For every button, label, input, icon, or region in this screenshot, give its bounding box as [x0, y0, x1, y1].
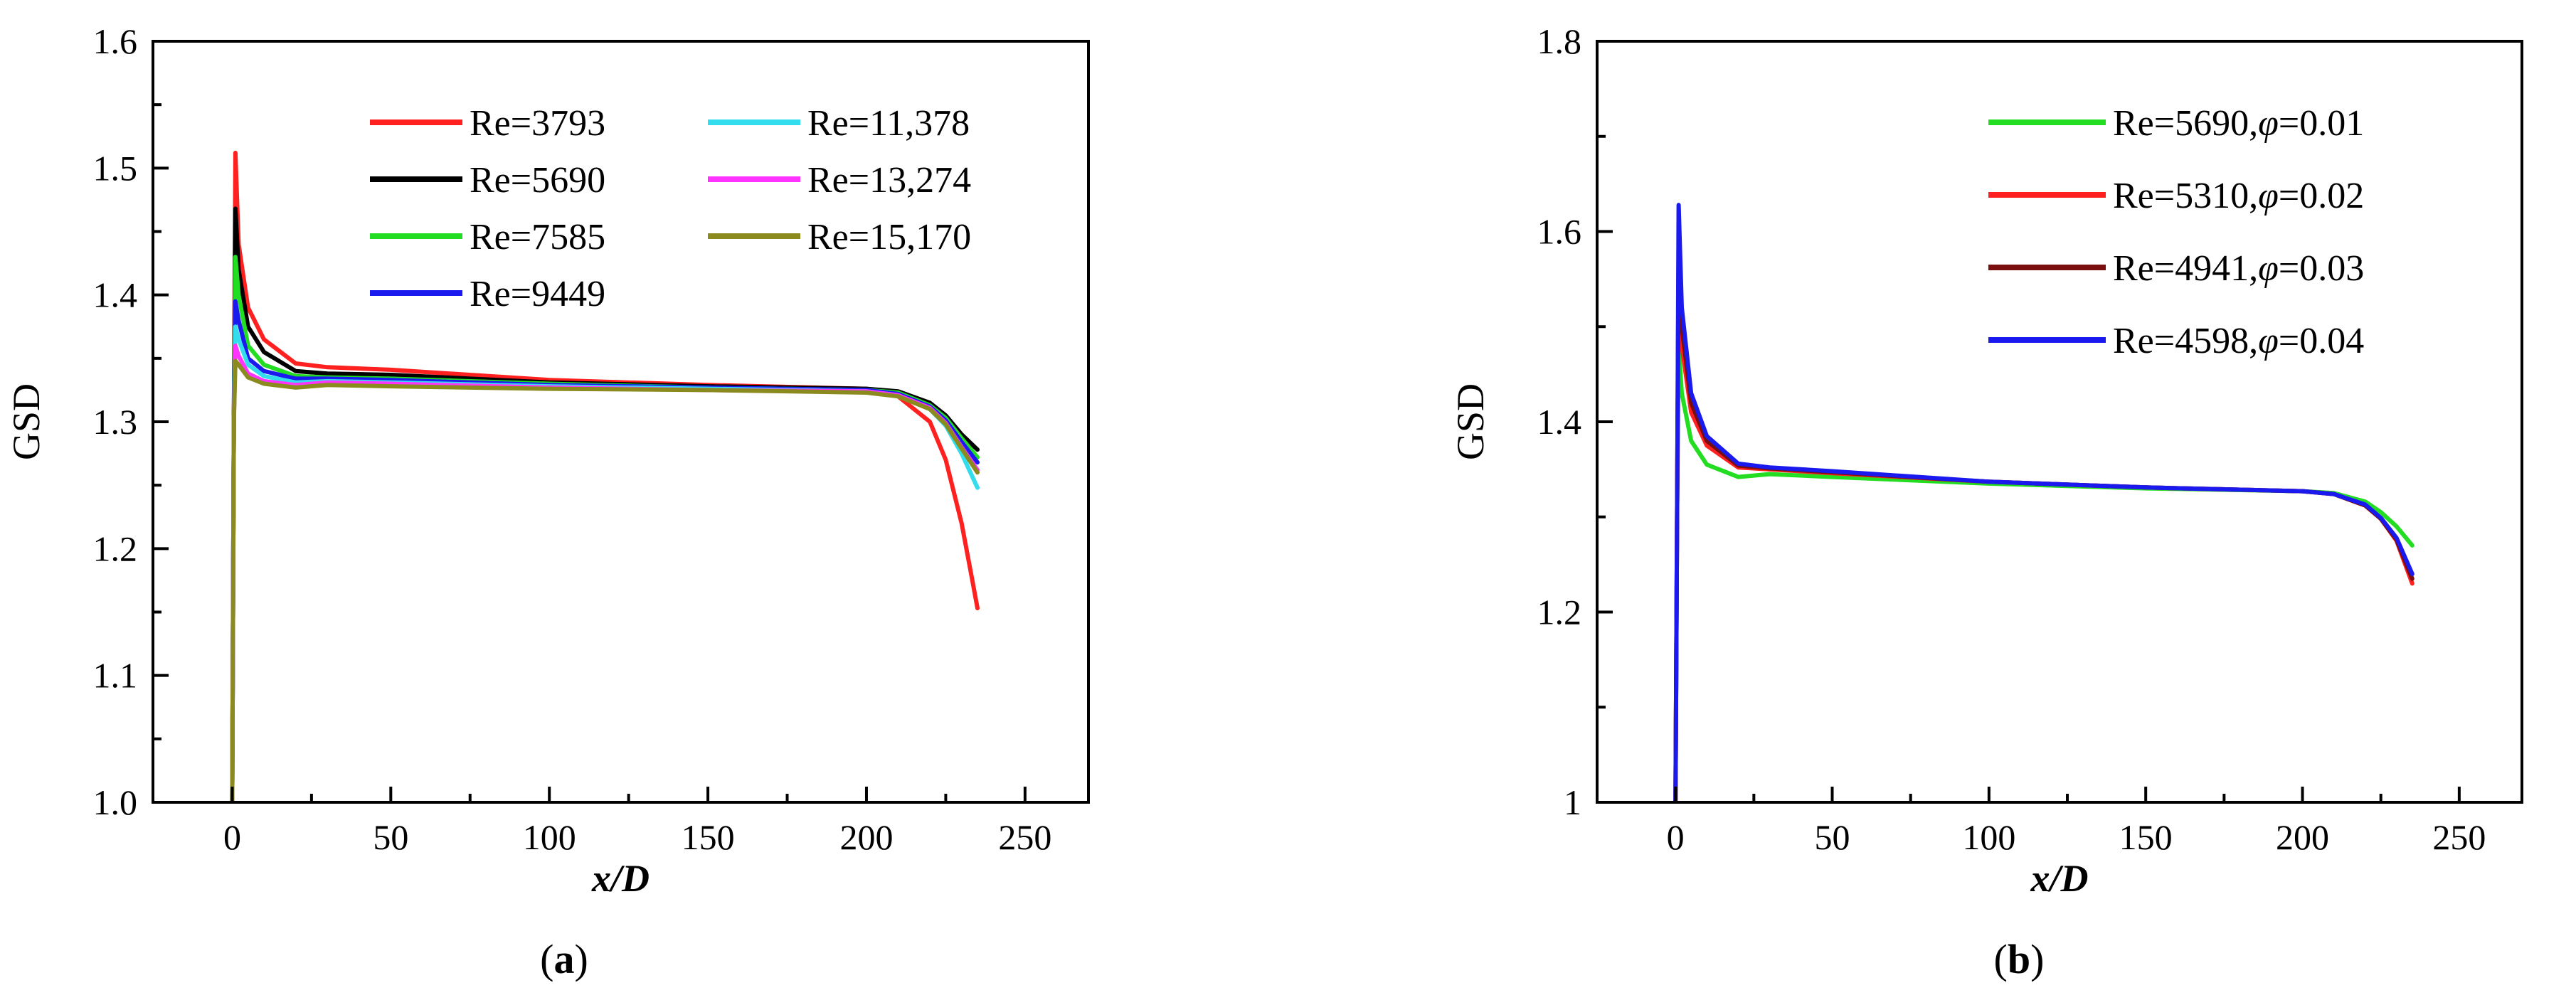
legend-label-a-5: Re=13,274 — [807, 160, 971, 201]
x-tick-label: 150 — [2119, 817, 2173, 857]
legend-b: Re=5690,φ=0.01 Re=5310,φ=0.02 Re=4941,φ=0.… — [1988, 103, 2364, 361]
series-line-b-3 — [1673, 203, 2415, 802]
chart-panel-b: 0 50 100 150 200 250 1 1.2 1.4 1.6 1.8 x/D GSD Re=569… — [1449, 21, 2523, 982]
x-tick-label: 0 — [1667, 817, 1685, 857]
x-tick-label: 100 — [1962, 817, 2015, 857]
y-tick-label: 1.4 — [93, 275, 138, 315]
y-tick-label: 1.2 — [93, 528, 138, 568]
x-tick-label: 100 — [523, 817, 576, 857]
legend-a: Re=3793 Re=5690 Re=7585 Re=9449 Re=11,378 Re=… — [370, 103, 971, 314]
x-tick-label: 0 — [223, 817, 241, 857]
y-tick-label: 1.0 — [93, 782, 138, 822]
panel-caption-a: (a) — [540, 936, 588, 982]
y-tick-label: 1.4 — [1537, 402, 1582, 442]
legend-label-b-0: Re=5690,φ=0.01 — [2113, 103, 2364, 144]
y-tick-label: 1.3 — [93, 402, 138, 442]
x-tick-label: 150 — [682, 817, 735, 857]
x-tick-label: 250 — [2432, 817, 2486, 857]
y-axis-title: GSD — [5, 383, 48, 460]
series-line-a-6 — [230, 358, 980, 802]
chart-panel-a: 0 50 100 150 200 250 1.0 1.1 1.2 1.3 1.4 1.5 1.6 x/D G… — [5, 21, 1090, 982]
y-tick-label: 1.2 — [1537, 592, 1582, 632]
y-tick-label: 1.6 — [1537, 212, 1582, 252]
y-tick-label: 1.1 — [93, 656, 138, 696]
x-axis-title: x/D — [2030, 857, 2089, 900]
y-tick-label: 1.5 — [93, 148, 138, 188]
legend-label-a-3: Re=9449 — [470, 274, 605, 314]
x-tick-label: 50 — [373, 817, 408, 857]
legend-label-a-0: Re=3793 — [470, 103, 605, 144]
x-tick-label: 250 — [998, 817, 1051, 857]
y-tick-label: 1.6 — [93, 21, 138, 61]
x-tick-label: 50 — [1815, 817, 1850, 857]
legend-label-b-1: Re=5310,φ=0.02 — [2113, 176, 2364, 216]
legend-label-a-4: Re=11,378 — [807, 103, 970, 144]
x-tick-label: 200 — [2276, 817, 2329, 857]
y-tick-label: 1.8 — [1537, 21, 1582, 61]
plot-frame-b — [1596, 40, 2523, 804]
series-line-a-5 — [230, 344, 980, 802]
legend-label-a-2: Re=7585 — [470, 217, 605, 257]
x-axis-title: x/D — [591, 857, 650, 900]
y-tick-label: 1 — [1564, 782, 1581, 822]
legend-label-a-1: Re=5690 — [470, 160, 605, 201]
series-line-a-4 — [230, 324, 980, 802]
legend-label-a-6: Re=15,170 — [807, 217, 971, 257]
series-line-b-0 — [1673, 344, 2415, 802]
x-tick-label: 200 — [839, 817, 893, 857]
panel-caption-b: (b) — [1994, 936, 2045, 982]
legend-label-b-2: Re=4941,φ=0.03 — [2113, 248, 2364, 289]
legend-label-b-3: Re=4598,φ=0.04 — [2113, 321, 2364, 361]
series-line-a-2 — [230, 255, 980, 802]
y-axis-title: GSD — [1449, 383, 1492, 460]
